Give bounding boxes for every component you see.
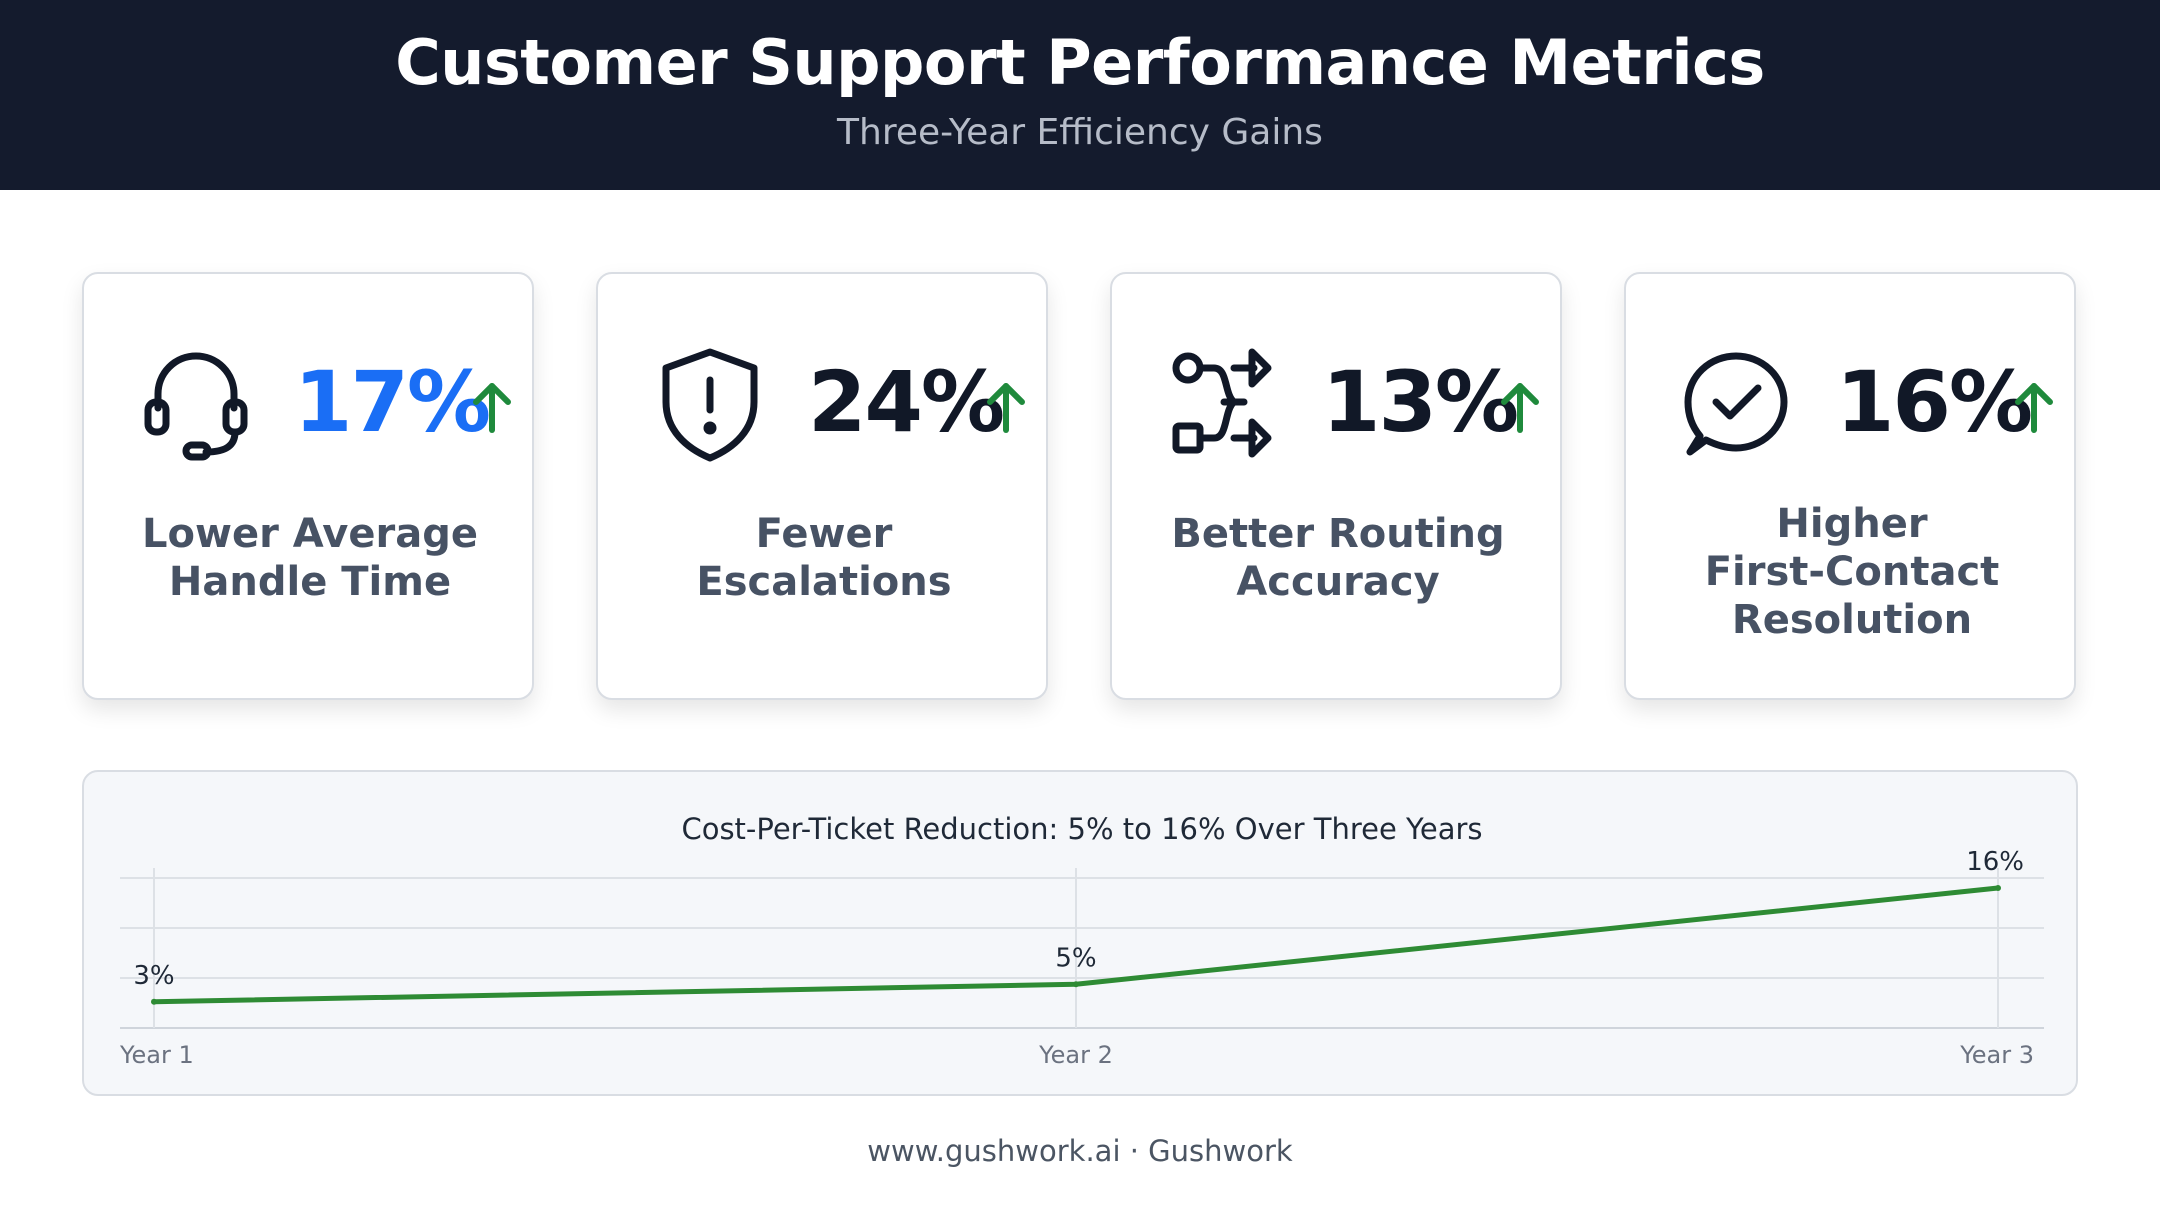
data-label: 5% — [1055, 943, 1096, 973]
footer-credit: www.gushwork.ai · Gushwork — [867, 1134, 1293, 1168]
metric-label: Fewer Escalations — [696, 511, 952, 605]
x-tick-label: Year 2 — [1038, 1041, 1113, 1069]
chart-panel: Cost-Per-Ticket Reduction: 5% to 16% Ove… — [82, 770, 2078, 1096]
up-arrow-icon — [2015, 383, 2053, 433]
header-banner: Customer Support Performance Metrics Thr… — [0, 0, 2160, 190]
page-title: Customer Support Performance Metrics — [395, 26, 1765, 99]
chart-title: Cost-Per-Ticket Reduction: 5% to 16% Ove… — [681, 812, 1482, 846]
x-tick-label: Year 3 — [1959, 1041, 2034, 1069]
metric-label: Better Routing Accuracy — [1171, 511, 1505, 605]
data-point — [1995, 885, 2001, 891]
metric-card-handle-time: 17% Lower Average Handle Time — [82, 272, 534, 700]
data-point — [1073, 981, 1079, 988]
metric-value: 24% — [808, 353, 1005, 451]
metric-card-escalations: 24% Fewer Escalations — [596, 272, 1048, 700]
metric-value: 17% — [294, 353, 491, 451]
up-arrow-icon — [473, 383, 511, 433]
data-label: 16% — [1966, 847, 2024, 877]
metric-card-routing: 13% Better Routing Accuracy — [1110, 272, 1562, 700]
data-label: 3% — [133, 961, 174, 991]
chat-check-icon — [1684, 352, 1788, 456]
metric-value: 16% — [1836, 353, 2033, 451]
up-arrow-icon — [987, 383, 1025, 433]
x-tick-label: Year 1 — [119, 1041, 194, 1069]
page-subtitle: Three-Year Efficiency Gains — [837, 112, 1323, 153]
shield-alert-icon — [662, 348, 758, 462]
data-point — [151, 998, 157, 1005]
metric-label: Higher First-Contact Resolution — [1704, 501, 2000, 643]
line-chart: Cost-Per-Ticket Reduction: 5% to 16% Ove… — [119, 812, 2044, 1069]
routing-icon — [1172, 348, 1272, 458]
headset-icon — [144, 352, 248, 461]
metric-value: 13% — [1322, 353, 1519, 451]
up-arrow-icon — [1501, 383, 1539, 433]
metric-card-first-contact: 16% Higher First-Contact Resolution — [1624, 272, 2076, 700]
metric-label: Lower Average Handle Time — [142, 511, 478, 605]
